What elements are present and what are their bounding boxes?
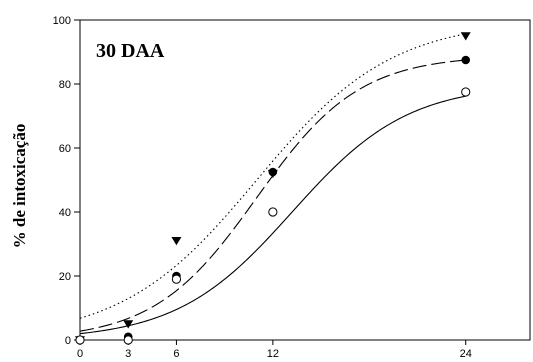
marker-circle-open: [123, 335, 133, 345]
marker-circle-open: [75, 335, 85, 345]
marker-circle-open: [461, 87, 471, 97]
fit-curve-circle-filled: [79, 59, 466, 332]
marker-triangle-down: [460, 32, 471, 41]
x-tick-label: 6: [173, 348, 179, 360]
x-tick-label: 24: [460, 348, 472, 360]
y-tick-label: 80: [59, 79, 71, 91]
y-tick-label: 40: [59, 207, 71, 219]
y-tick-label: 60: [59, 143, 71, 155]
fit-curve-triangle-down: [79, 33, 466, 319]
fit-curve-circle-open: [79, 95, 466, 335]
y-tick-label: 0: [65, 335, 71, 347]
y-axis-label: % de intoxicação: [10, 124, 29, 249]
axes: 0 20 40 60 80 100 0 3 6 12 24: [53, 15, 531, 360]
y-tick-label: 100: [53, 15, 71, 27]
x-tick-label: 12: [267, 348, 279, 360]
fit-curves: [79, 33, 466, 335]
marker-triangle-down: [123, 320, 134, 329]
marker-triangle-down: [171, 237, 182, 246]
plot-frame: [79, 19, 531, 341]
marker-circle-open: [171, 274, 182, 284]
marker-circle-open: [268, 207, 278, 217]
chart-title: 30 DAA: [96, 40, 165, 62]
y-tick-label: 20: [59, 271, 71, 283]
x-tick-label: 0: [77, 348, 83, 360]
marker-circle-filled: [461, 55, 471, 65]
marker-circle-filled: [268, 167, 278, 177]
x-tick-label: 3: [125, 348, 131, 360]
data-markers: [75, 32, 471, 345]
